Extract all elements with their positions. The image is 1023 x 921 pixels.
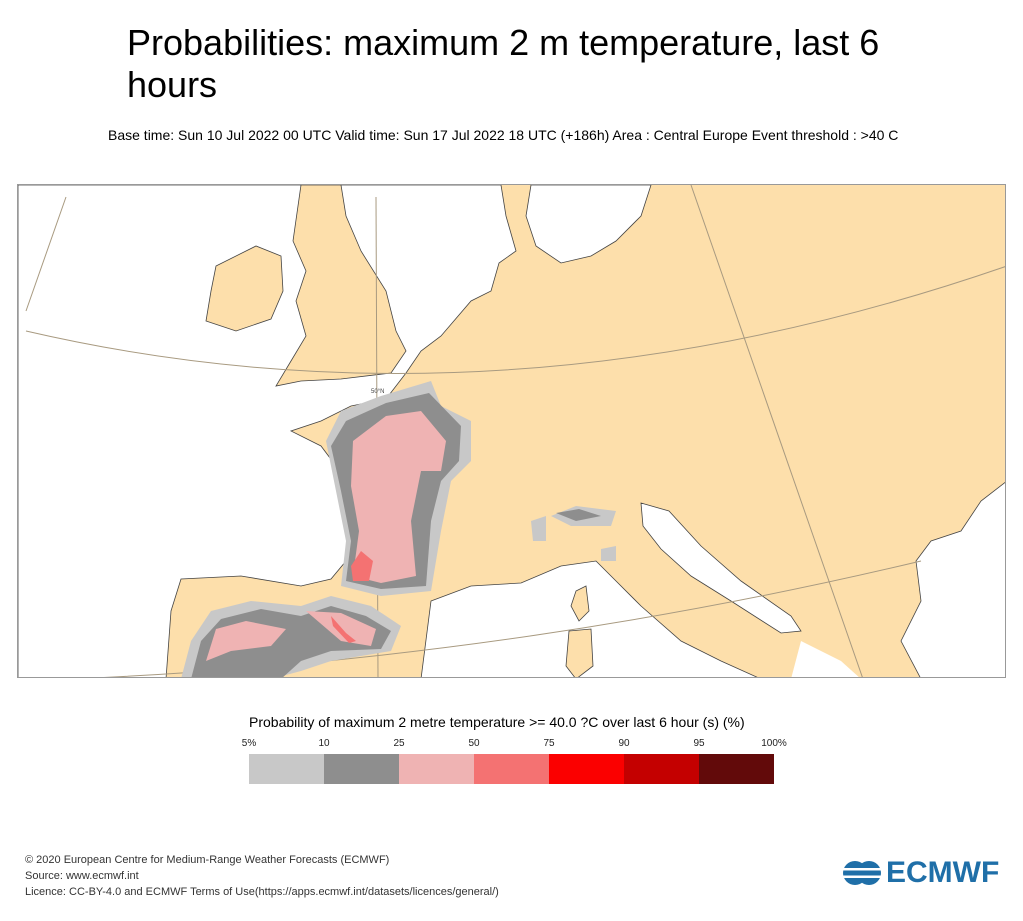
latitude-label: 50°N [371, 389, 384, 395]
legend-tick: 50 [468, 738, 480, 749]
atlantic-sea [18, 185, 517, 677]
great-britain [275, 185, 407, 387]
licence-text: Licence: CC-BY-4.0 and ECMWF Terms of Us… [25, 886, 499, 898]
legend-swatch [474, 754, 549, 784]
source-text: Source: www.ecmwf.int [25, 870, 139, 882]
adriatic-sea [640, 502, 802, 634]
sardinia [565, 628, 594, 677]
legend-swatch [399, 754, 474, 784]
copyright-text: © 2020 European Centre for Medium-Range … [25, 854, 390, 866]
legend-tick: 95 [693, 738, 705, 749]
page-title: Probabilities: maximum 2 m temperature, … [127, 22, 880, 105]
legend-tick: 5% [241, 738, 257, 749]
map-svg: 50°N [18, 185, 1005, 677]
footer: © 2020 European Centre for Medium-Range … [25, 852, 499, 900]
mediterranean-sea [420, 560, 758, 677]
legend-swatch [324, 754, 399, 784]
legend-title: Probability of maximum 2 metre temperatu… [249, 714, 745, 730]
logo-text: ECMWF [886, 856, 1000, 889]
subtitle: Base time: Sun 10 Jul 2022 00 UTC Valid … [108, 127, 899, 143]
probability-field-spain [181, 596, 401, 677]
ecmwf-logo: ECMWF [842, 856, 999, 890]
legend-swatch [699, 754, 774, 784]
legend-tick: 90 [618, 738, 630, 749]
baltic-sea [525, 185, 652, 264]
legend-swatch [249, 754, 324, 784]
probability-field-italy [531, 506, 616, 561]
legend-colorbar [249, 754, 774, 784]
legend-tick: 75 [543, 738, 555, 749]
ionian-sea [791, 641, 859, 677]
legend-swatch [549, 754, 624, 784]
probability-map: 50°N [17, 184, 1006, 678]
ireland [205, 245, 284, 332]
probability-field-france [326, 381, 471, 596]
legend-tick: 25 [393, 738, 405, 749]
legend-tick: 10 [318, 738, 330, 749]
legend-tick: 100% [761, 738, 787, 749]
corsica [570, 585, 590, 622]
legend-swatch [624, 754, 699, 784]
ecmwf-logo-icon [842, 861, 882, 885]
aegean-sea [900, 482, 1005, 677]
